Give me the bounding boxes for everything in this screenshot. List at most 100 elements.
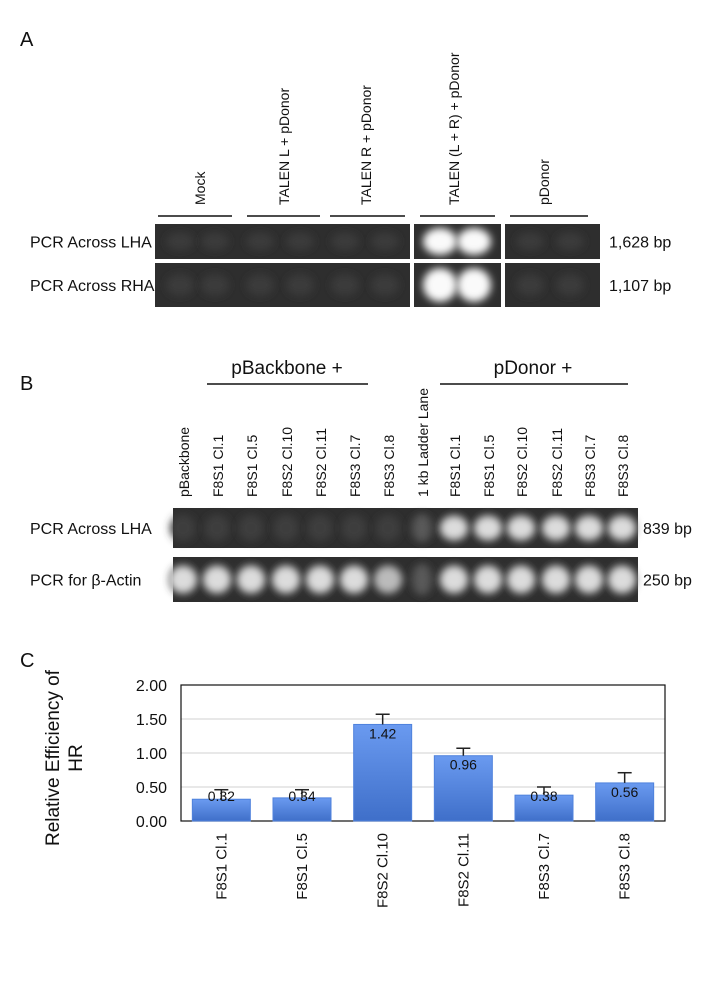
panel-label: C	[20, 650, 34, 672]
error-bar	[456, 747, 471, 756]
lane-label: F8S3 Cl.8	[615, 435, 631, 497]
lane-label: F8S3 Cl.7	[347, 435, 363, 497]
band	[375, 514, 401, 542]
x-tick-label: F8S1 Cl.1	[213, 833, 230, 900]
error-bar	[214, 788, 229, 800]
bar	[514, 794, 574, 822]
x-tick-label: F8S3 Cl.7	[536, 833, 553, 900]
gel	[155, 263, 410, 307]
band	[516, 232, 544, 251]
error-bar	[617, 771, 632, 783]
bar	[595, 782, 655, 822]
band	[608, 565, 636, 594]
row-label: PCR Across LHA	[30, 521, 152, 538]
band	[201, 232, 229, 251]
bar	[433, 755, 493, 822]
panel-label: A	[20, 29, 34, 51]
size-label: 250 bp	[643, 573, 692, 590]
x-tick-label: F8S2 Cl.11	[455, 833, 472, 907]
row-label: PCR for β-Actin	[30, 573, 141, 590]
band	[414, 514, 430, 542]
row-label: PCR Across LHA	[30, 235, 152, 252]
x-tick-label: F8S1 Cl.5	[294, 833, 311, 900]
band	[286, 232, 314, 251]
band	[474, 515, 502, 541]
band	[238, 514, 264, 542]
band	[307, 514, 333, 542]
band	[272, 565, 300, 594]
band	[608, 515, 636, 541]
band	[556, 232, 584, 251]
lane-label: F8S3 Cl.8	[381, 435, 397, 497]
band	[371, 232, 399, 251]
band	[306, 565, 334, 594]
band	[246, 232, 274, 251]
error-bar	[295, 788, 309, 798]
band	[414, 564, 430, 595]
band	[374, 565, 402, 594]
value-label: 0.38	[530, 788, 557, 804]
band	[331, 274, 359, 296]
band	[516, 274, 544, 296]
lane-label: pDonor	[536, 159, 552, 205]
band	[166, 274, 194, 296]
x-tick-label: F8S3 Cl.8	[617, 833, 634, 900]
band	[166, 232, 194, 251]
band	[203, 565, 231, 594]
panel-label: B	[20, 373, 33, 395]
lane-label: TALEN L + pDonor	[276, 88, 292, 205]
y-tick-label: 1.00	[136, 746, 167, 763]
lane-label: pBackbone	[176, 427, 192, 497]
lane-label: 1 kb Ladder Lane	[415, 388, 431, 497]
band	[575, 515, 603, 541]
band	[457, 228, 491, 255]
band	[474, 565, 502, 594]
band	[169, 565, 197, 594]
lane-label: F8S1 Cl.1	[210, 435, 226, 497]
y-tick-label: 0.00	[136, 814, 167, 831]
value-label: 0.96	[450, 757, 477, 773]
band	[340, 565, 368, 594]
x-tick-label: F8S2 Cl.10	[375, 833, 392, 908]
lane-label: TALEN R + pDonor	[358, 85, 374, 205]
band	[371, 274, 399, 296]
band	[286, 274, 314, 296]
gel	[155, 224, 410, 259]
band	[170, 514, 196, 542]
size-label: 1,628 bp	[609, 235, 671, 252]
lane-label: F8S2 Cl.10	[279, 427, 295, 497]
band	[542, 515, 570, 541]
bar	[353, 723, 413, 822]
lane-label: TALEN (L + R) + pDonor	[446, 52, 462, 205]
size-label: 839 bp	[643, 521, 692, 538]
band	[507, 565, 535, 594]
lane-label: F8S2 Cl.11	[313, 428, 329, 497]
value-label: 0.56	[611, 784, 638, 800]
lane-label: F8S1 Cl.1	[447, 435, 463, 497]
y-tick-label: 2.00	[136, 678, 167, 695]
error-bar	[375, 713, 390, 725]
band	[341, 514, 367, 542]
band	[542, 565, 570, 594]
band	[204, 514, 230, 542]
band	[423, 268, 457, 302]
band	[575, 565, 603, 594]
band	[246, 274, 274, 296]
lane-label: F8S2 Cl.10	[514, 427, 530, 497]
y-tick-label: 0.50	[136, 780, 167, 797]
y-tick-label: 1.50	[136, 712, 167, 729]
lane-label: F8S1 Cl.5	[244, 435, 260, 497]
band	[440, 565, 468, 594]
band	[331, 232, 359, 251]
band	[440, 515, 468, 541]
value-label: 1.42	[369, 725, 396, 741]
value-label: 0.32	[208, 788, 235, 804]
band	[556, 274, 584, 296]
group-label: pBackbone +	[231, 358, 342, 379]
lane-label: F8S1 Cl.5	[481, 435, 497, 497]
band	[457, 268, 491, 302]
group-label: pDonor +	[494, 358, 573, 379]
lane-label: F8S3 Cl.7	[582, 435, 598, 497]
